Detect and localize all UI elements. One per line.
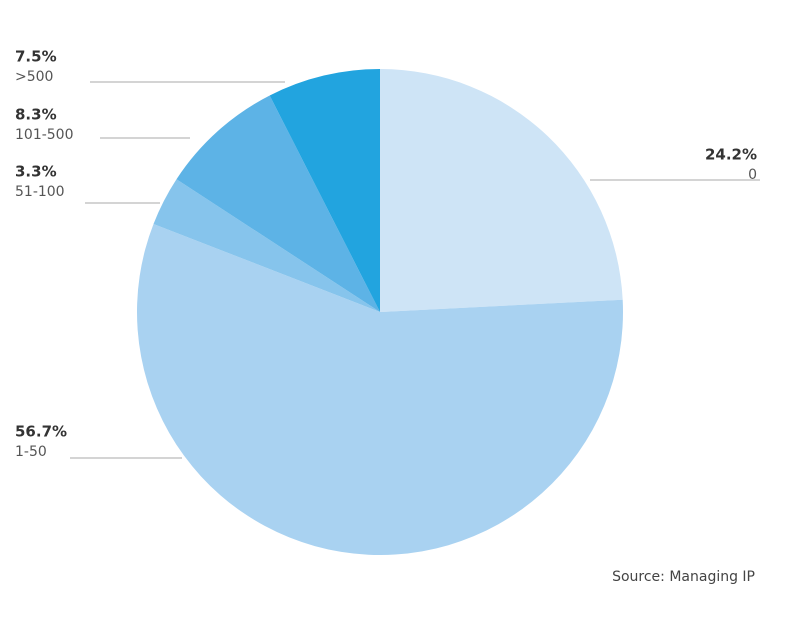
- pie-slice: [176, 95, 380, 312]
- pie-slice: [380, 69, 623, 312]
- slice-category-label: 0: [748, 167, 757, 183]
- slice-category-label: 51-100: [15, 184, 65, 200]
- slice-category-label: >500: [15, 69, 53, 85]
- slice-value-label: 56.7%: [15, 423, 67, 441]
- slice-value-label: 8.3%: [15, 106, 57, 124]
- slice-value-label: 7.5%: [15, 48, 57, 66]
- pie-slice: [153, 179, 380, 312]
- slice-value-label: 3.3%: [15, 163, 57, 181]
- slice-category-label: 101-500: [15, 127, 74, 143]
- pie-slice: [269, 69, 380, 312]
- pie-slice: [136, 223, 623, 555]
- slice-category-label: 1-50: [15, 444, 47, 460]
- slice-value-label: 24.2%: [705, 146, 757, 164]
- source-note: Source: Managing IP: [612, 569, 755, 585]
